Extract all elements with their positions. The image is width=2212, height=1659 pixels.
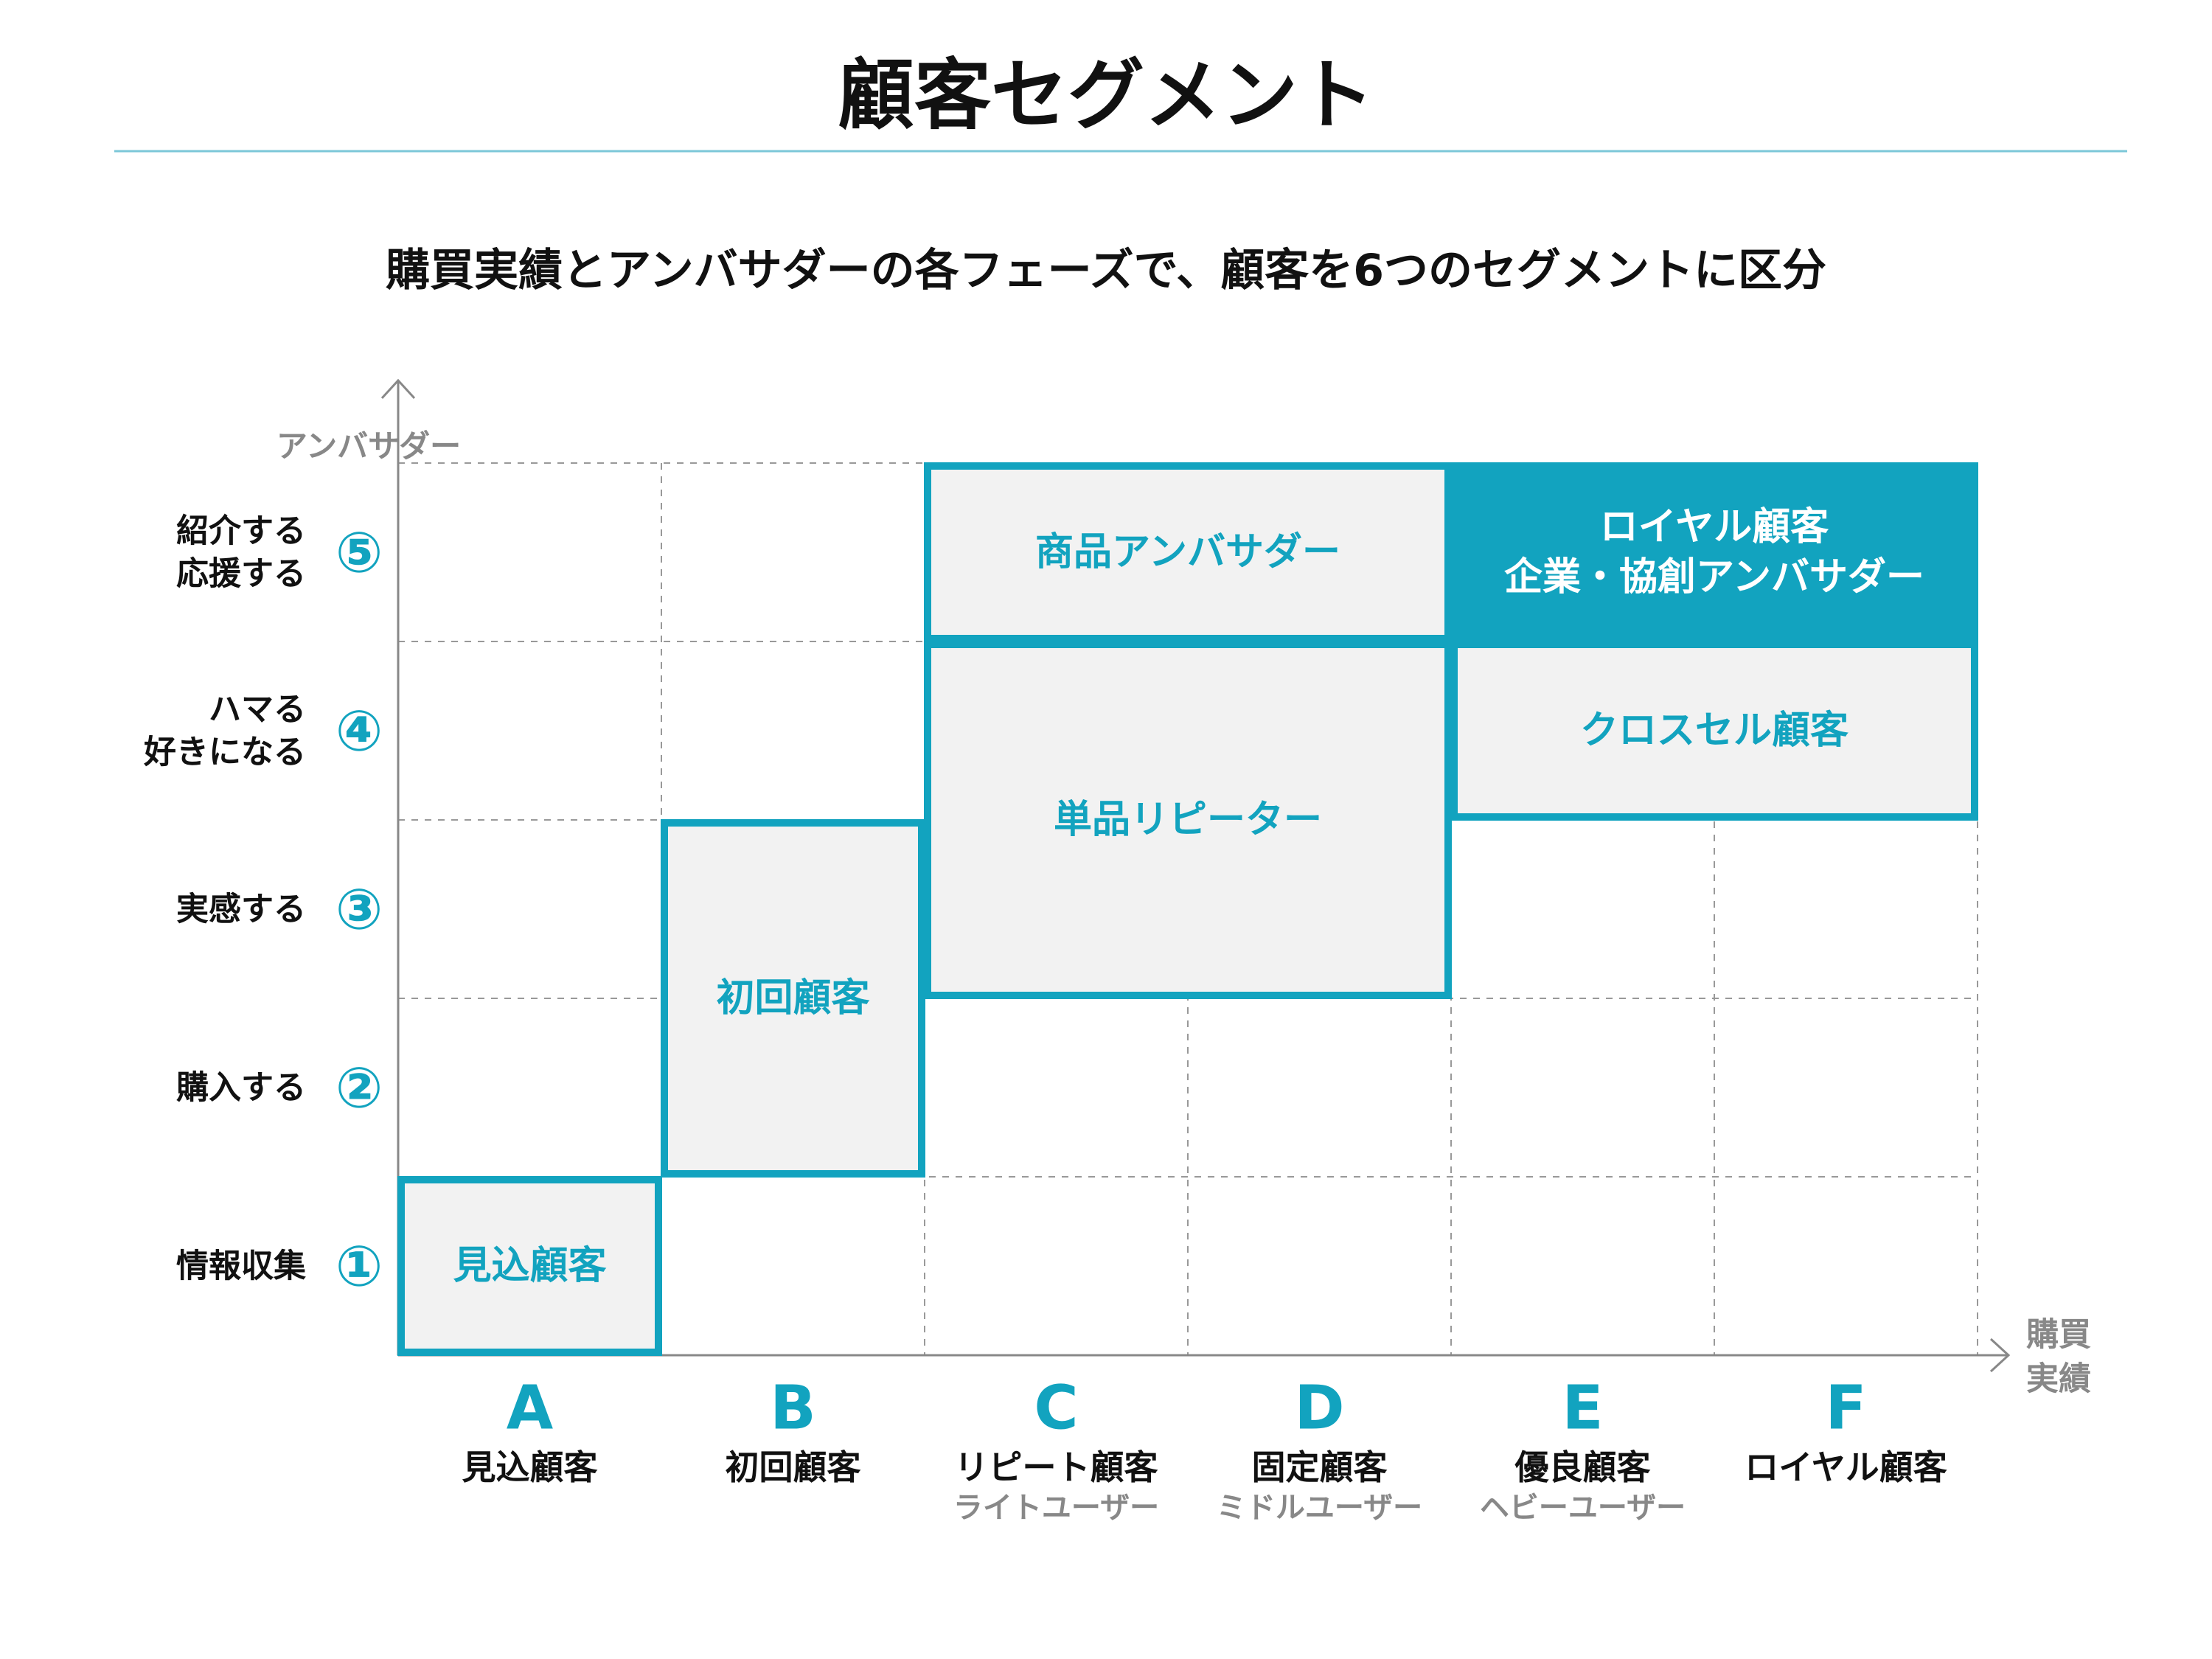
category-letter: E	[1562, 1374, 1603, 1444]
segment-box	[924, 462, 1452, 642]
level-label: 応援する	[176, 555, 306, 593]
level-label: ハマる	[209, 691, 306, 728]
segment-label: クロスセル顧客	[1580, 709, 1848, 753]
x-axis-title-line: 実績	[2026, 1360, 2091, 1398]
category-subtitle: ライトユーザー	[953, 1491, 1159, 1525]
level-number: ③	[335, 877, 383, 942]
segment-label: 単品リピーター	[1054, 798, 1322, 842]
category-letter: C	[1034, 1374, 1078, 1444]
category-name: 固定顧客	[1252, 1447, 1388, 1487]
y-axis-title: アンバサダー	[276, 428, 461, 465]
segment-box	[1450, 641, 1978, 821]
level-label: 購入する	[176, 1069, 306, 1107]
category-letter: B	[770, 1374, 816, 1444]
segment-label: 企業・協創アンバサダー	[1504, 555, 1924, 599]
y-axis-arrow-icon	[380, 378, 416, 400]
category-name: 初回顧客	[726, 1447, 861, 1487]
segment-label: 見込顧客	[453, 1244, 606, 1288]
category-letter: D	[1294, 1374, 1344, 1444]
segment-box	[661, 819, 925, 1178]
category-subtitle: ヘビーユーザー	[1480, 1491, 1686, 1525]
segment-label: ロイヤル顧客	[1600, 505, 1829, 549]
category-subtitle: ミドルユーザー	[1217, 1491, 1422, 1525]
level-label: 情報収集	[176, 1248, 306, 1285]
level-label: 好きになる	[143, 734, 306, 771]
category-name: 見込顧客	[462, 1447, 598, 1487]
segment-box	[1450, 462, 1978, 642]
level-number: ④	[335, 698, 383, 764]
page-subtitle: 購買実績とアンバサダーの各フェーズで、顧客を6つのセグメントに区分	[386, 245, 1826, 296]
category-letter: A	[507, 1374, 554, 1444]
page-title: 顧客セグメント	[838, 50, 1374, 140]
level-number: ①	[335, 1234, 383, 1299]
category-name: 優良顧客	[1514, 1447, 1651, 1487]
level-number: ②	[335, 1055, 383, 1121]
category-name: リピート顧客	[955, 1447, 1158, 1487]
segment-label: 商品アンバサダー	[1035, 530, 1340, 574]
level-label: 紹介する	[176, 512, 306, 550]
category-name: ロイヤル顧客	[1745, 1447, 1947, 1487]
segment-box	[924, 641, 1452, 999]
segment-label: 初回顧客	[716, 976, 869, 1020]
x-axis-arrow-icon	[1989, 1338, 2011, 1373]
level-number: ⑤	[335, 520, 383, 585]
x-axis-title-line: 購買	[2026, 1316, 2091, 1354]
level-label: 実感する	[176, 891, 306, 928]
category-letter: F	[1825, 1374, 1866, 1444]
segment-box	[397, 1176, 662, 1356]
